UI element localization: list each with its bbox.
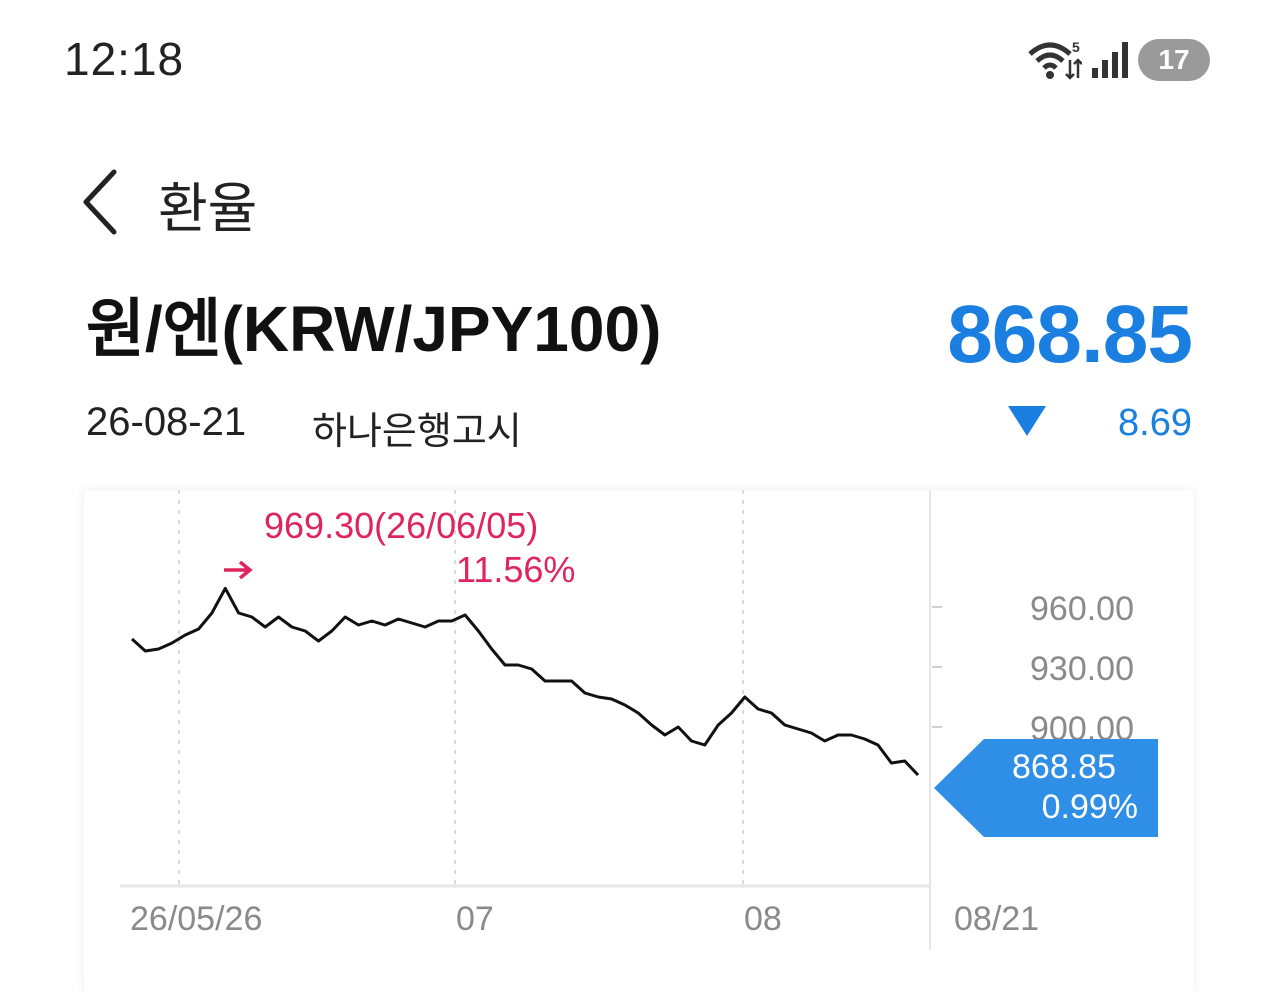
high-label: 969.30(26/06/05) [264, 505, 538, 546]
last-value-callout [934, 739, 1158, 837]
app-header: 환율 [0, 150, 1280, 250]
rate-chart-card[interactable]: 960.00 930.00 900.00 26/05/26 07 08 08/21 969.… [84, 490, 1194, 992]
last-pct-label: 0.99% [1042, 788, 1138, 826]
rate-date: 26-08-21 [86, 400, 247, 444]
status-bar: 12:18 5 17 [0, 0, 1280, 120]
change-value: 8.69 [1118, 402, 1192, 444]
last-value-label: 868.85 [1012, 748, 1116, 786]
page-title: 환율 [158, 177, 258, 240]
x-tick-label: 07 [456, 900, 494, 938]
back-button[interactable] [74, 164, 130, 236]
y-tick-label: 930.00 [1030, 650, 1134, 688]
rate-source: 하나은행고시 [312, 409, 522, 453]
x-tick-label: 08/21 [954, 900, 1039, 938]
currency-pair-name: 원/엔(KRW/JPY100) [86, 293, 662, 365]
x-tick-label: 26/05/26 [130, 900, 262, 938]
status-icons: 5 17 [1026, 36, 1210, 84]
status-time: 12:18 [64, 33, 185, 85]
high-pct: 11.56% [456, 549, 575, 590]
y-tick-label: 960.00 [1030, 590, 1134, 628]
wifi-badge: 5 [1072, 39, 1080, 55]
wifi-icon: 5 [1028, 39, 1082, 80]
x-tick-label: 08 [744, 900, 782, 938]
chevron-left-icon [83, 169, 117, 235]
signal-icon [1092, 42, 1128, 78]
rate-line [130, 586, 920, 777]
high-arrow-icon [224, 560, 253, 580]
down-triangle-icon [1008, 406, 1046, 436]
current-price: 868.85 [947, 289, 1193, 380]
battery-icon: 17 [1138, 39, 1210, 81]
